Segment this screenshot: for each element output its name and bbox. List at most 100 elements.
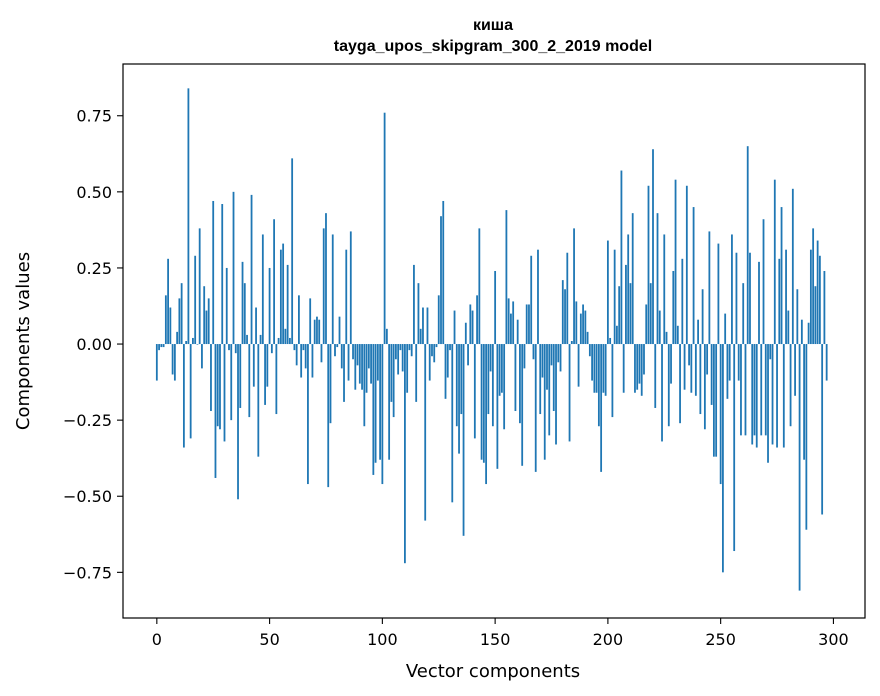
bar-35 — [234, 344, 237, 354]
bar-254 — [728, 344, 731, 381]
bar-241 — [699, 344, 702, 415]
bar-6 — [169, 307, 172, 345]
bar-235 — [685, 185, 688, 345]
bar-66 — [304, 344, 307, 369]
bar-72 — [318, 319, 321, 345]
bar-154 — [503, 344, 506, 430]
chart-title-line2: tayga_upos_skipgram_300_2_2019 model — [334, 38, 652, 55]
bar-51 — [270, 344, 273, 354]
bar-293 — [816, 240, 819, 345]
bar-234 — [683, 344, 686, 390]
bar-108 — [399, 344, 402, 351]
bar-22 — [205, 310, 208, 345]
bar-259 — [740, 344, 742, 436]
bar-151 — [496, 344, 499, 469]
bar-207 — [622, 344, 625, 393]
bar-100 — [381, 344, 384, 485]
bar-291 — [812, 228, 815, 345]
bar-195 — [595, 344, 598, 393]
bar-61 — [293, 344, 296, 351]
bar-261 — [744, 344, 747, 436]
bar-139 — [469, 304, 472, 345]
bar-102 — [385, 328, 388, 345]
bar-196 — [597, 344, 600, 427]
bar-222 — [656, 213, 659, 345]
bar-220 — [652, 149, 654, 345]
bar-158 — [512, 301, 515, 345]
bar-149 — [491, 344, 494, 427]
bar-178 — [557, 344, 560, 363]
bar-60 — [291, 158, 294, 345]
bar-156 — [507, 298, 510, 345]
bar-78 — [331, 234, 334, 345]
bar-145 — [482, 344, 485, 463]
bar-96 — [372, 344, 375, 475]
bar-217 — [645, 304, 648, 345]
bar-276 — [778, 258, 781, 345]
bar-173 — [546, 344, 548, 390]
bar-54 — [277, 337, 280, 345]
bar-257 — [735, 252, 738, 345]
bar-110 — [404, 344, 406, 564]
bar-163 — [523, 344, 526, 369]
bar-225 — [663, 234, 666, 345]
bar-30 — [223, 344, 226, 442]
bar-39 — [243, 283, 246, 345]
bar-122 — [431, 344, 433, 357]
x-tick-label: 100 — [367, 630, 398, 649]
bar-12 — [182, 344, 185, 448]
bar-9 — [176, 331, 179, 345]
bar-73 — [320, 344, 323, 363]
bar-202 — [611, 344, 614, 418]
bar-240 — [697, 319, 699, 345]
bar-292 — [814, 286, 817, 345]
bar-271 — [767, 344, 769, 463]
bar-83 — [343, 344, 345, 402]
bar-190 — [584, 310, 587, 345]
bar-193 — [591, 344, 593, 381]
bar-224 — [661, 344, 663, 442]
bar-161 — [519, 344, 521, 424]
bars-group — [155, 88, 828, 591]
bar-181 — [564, 289, 566, 345]
bar-260 — [742, 283, 745, 345]
bar-84 — [345, 249, 348, 345]
bar-24 — [210, 344, 212, 412]
bar-43 — [252, 344, 255, 387]
bar-183 — [568, 344, 571, 442]
bar-135 — [460, 344, 463, 415]
bar-170 — [539, 344, 542, 415]
bar-186 — [575, 301, 578, 345]
bar-200 — [606, 240, 609, 345]
bar-133 — [455, 344, 458, 427]
bar-278 — [782, 344, 785, 448]
bar-109 — [401, 344, 404, 372]
bar-5 — [167, 258, 169, 345]
bar-270 — [764, 344, 767, 436]
bar-226 — [665, 331, 668, 345]
bar-101 — [383, 112, 386, 345]
bar-23 — [207, 298, 210, 345]
bar-180 — [561, 280, 564, 345]
x-tick-label: 300 — [818, 630, 849, 649]
bar-141 — [473, 344, 476, 439]
bar-160 — [516, 319, 519, 345]
bar-85 — [347, 344, 350, 381]
y-tick-label: −0.25 — [63, 411, 112, 430]
bar-182 — [566, 252, 569, 345]
bar-249 — [717, 243, 720, 345]
bar-287 — [803, 344, 805, 460]
bar-88 — [354, 344, 357, 390]
bar-205 — [618, 286, 621, 345]
y-axis-label: Components values — [13, 252, 34, 430]
bar-63 — [298, 295, 300, 345]
bar-137 — [464, 322, 467, 345]
y-tick-label: 0.50 — [76, 183, 112, 202]
bar-280 — [787, 310, 790, 345]
bar-15 — [189, 344, 192, 439]
bar-204 — [616, 325, 618, 345]
bar-10 — [178, 298, 181, 345]
bar-216 — [643, 344, 645, 375]
bar-71 — [316, 316, 318, 345]
